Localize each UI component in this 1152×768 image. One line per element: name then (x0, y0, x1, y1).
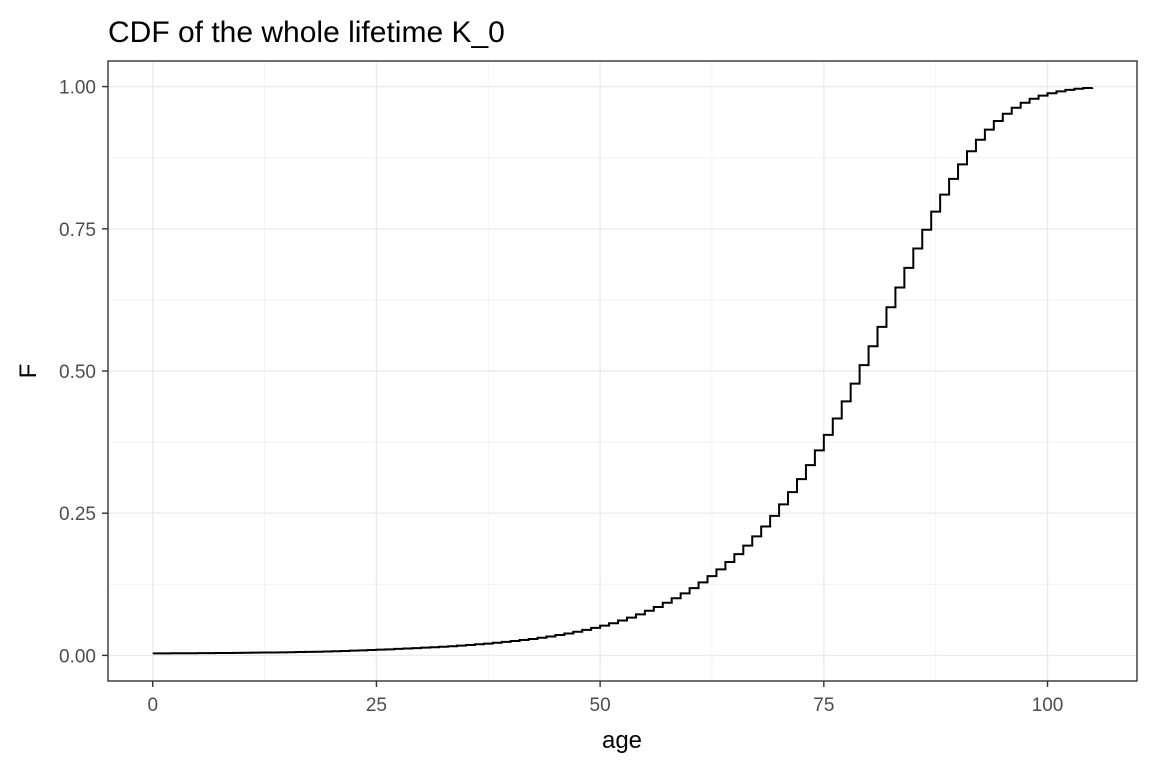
y-tick-label: 0.75 (59, 220, 96, 241)
chart-title: CDF of the whole lifetime K_0 (108, 16, 505, 49)
y-tick-label: 0.25 (59, 504, 96, 525)
major-gridlines (108, 61, 1137, 681)
y-tick-label: 0.00 (59, 646, 96, 667)
x-tick-label: 0 (147, 695, 158, 716)
x-tick-label: 75 (813, 695, 834, 716)
x-tick-label: 50 (590, 695, 611, 716)
y-axis-title: F (15, 364, 42, 379)
x-tick-label: 25 (366, 695, 387, 716)
cdf-step-line (152, 87, 1094, 655)
minor-gridlines (108, 61, 1137, 681)
x-tick-label: 100 (1032, 695, 1064, 716)
x-axis-ticks: 0 25 50 75 100 (147, 681, 1063, 716)
x-axis-title: age (602, 727, 642, 754)
y-axis-ticks: 0.00 0.25 0.50 0.75 1.00 (59, 78, 108, 667)
y-tick-label: 1.00 (59, 78, 96, 99)
y-tick-label: 0.50 (59, 362, 96, 383)
